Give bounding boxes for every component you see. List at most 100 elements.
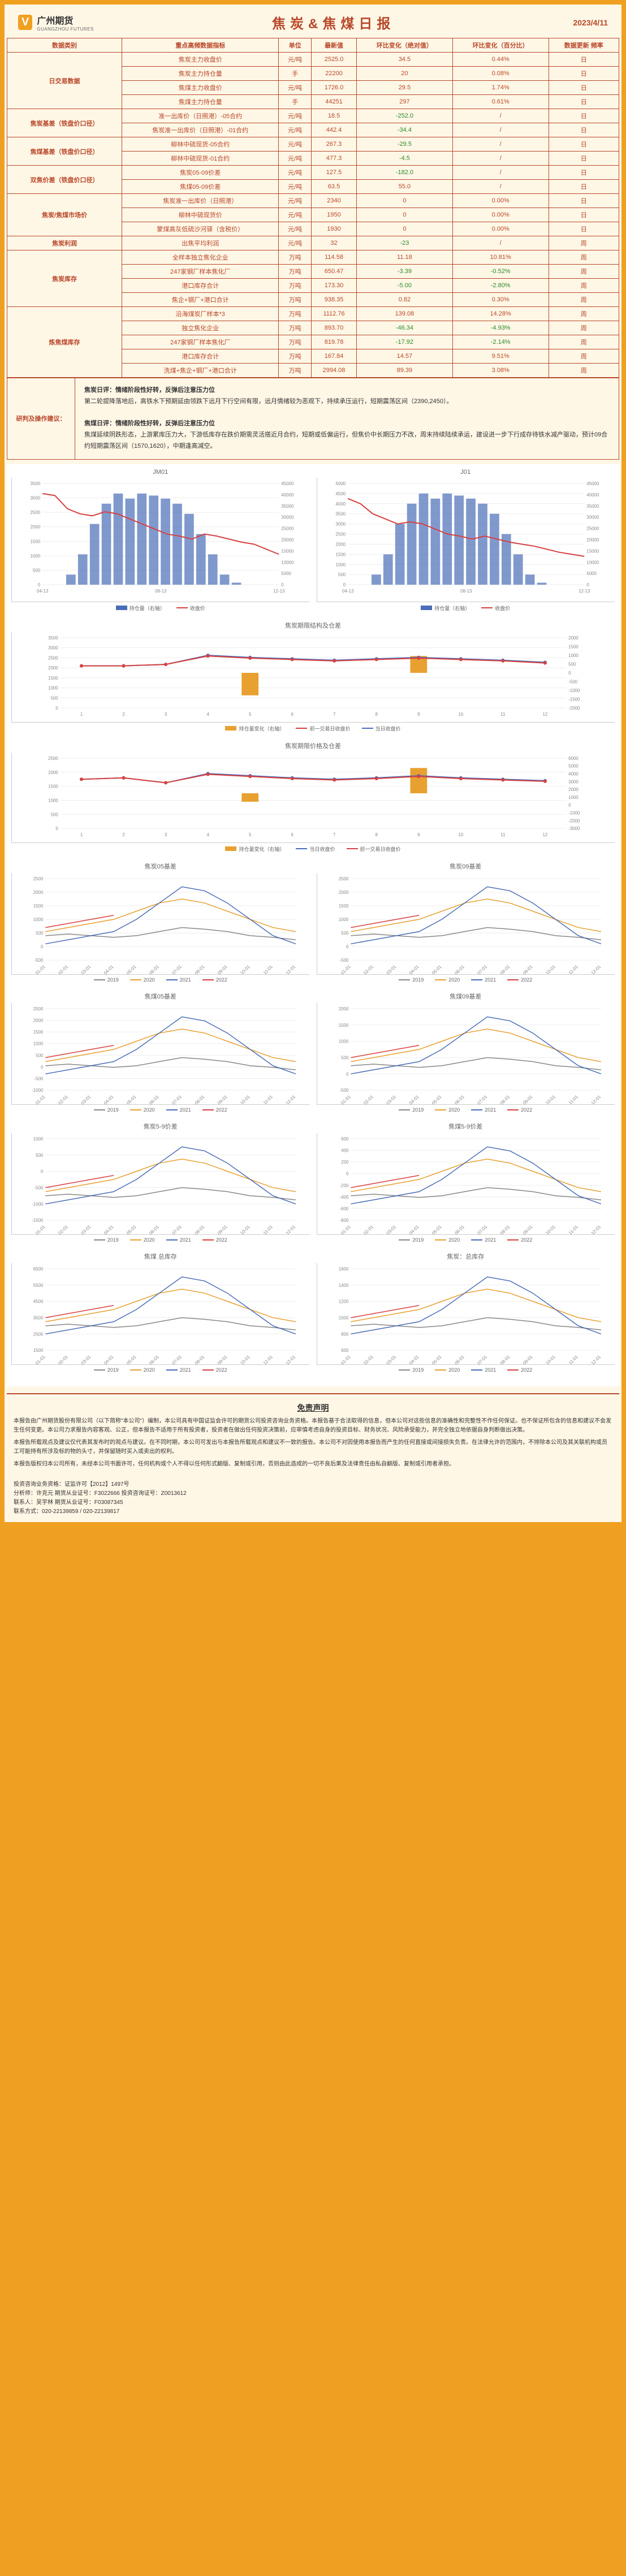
svg-text:9: 9 <box>417 712 420 717</box>
cell: 元/吨 <box>279 166 312 180</box>
svg-text:1000: 1000 <box>338 1315 348 1320</box>
svg-text:1400: 1400 <box>338 1283 348 1288</box>
cell: 22200 <box>312 67 357 81</box>
cell: 周 <box>549 236 619 250</box>
svg-text:10-01: 10-01 <box>239 1224 251 1234</box>
svg-text:15000: 15000 <box>586 548 599 554</box>
cell: 万吨 <box>279 335 312 349</box>
cell: 297 <box>357 95 453 109</box>
svg-text:02-01: 02-01 <box>57 1354 69 1364</box>
cell: 元/吨 <box>279 180 312 194</box>
cell: 周 <box>549 307 619 321</box>
svg-text:11-01: 11-01 <box>262 1093 274 1104</box>
svg-text:-500: -500 <box>339 1088 348 1093</box>
svg-text:04-13: 04-13 <box>342 589 354 594</box>
svg-text:3: 3 <box>165 712 167 717</box>
logo: V 广州期货 GUANGZHOU FUTURES <box>18 13 94 32</box>
cell: -23 <box>357 236 453 250</box>
cell: 柳林中硫现货-01合约 <box>122 152 279 166</box>
svg-text:40000: 40000 <box>586 492 599 498</box>
svg-text:200: 200 <box>341 1160 349 1165</box>
cell: 127.5 <box>312 166 357 180</box>
cell: 元/吨 <box>279 236 312 250</box>
svg-text:0: 0 <box>346 944 348 949</box>
svg-text:-500: -500 <box>34 958 44 963</box>
svg-text:5000: 5000 <box>335 481 346 486</box>
svg-text:2: 2 <box>122 832 125 837</box>
svg-text:1000: 1000 <box>48 798 58 803</box>
svg-text:01-01: 01-01 <box>34 963 46 974</box>
group-label: 焦炭利润 <box>7 236 122 250</box>
cell: 元/吨 <box>279 194 312 208</box>
svg-text:04-01: 04-01 <box>408 1354 420 1364</box>
svg-text:1200: 1200 <box>338 1299 348 1304</box>
svg-text:12-01: 12-01 <box>285 1354 297 1364</box>
svg-text:02-01: 02-01 <box>362 1093 374 1104</box>
svg-text:3500: 3500 <box>48 636 58 641</box>
cell: 44251 <box>312 95 357 109</box>
cell: 日 <box>549 95 619 109</box>
svg-text:5000: 5000 <box>281 571 291 576</box>
svg-text:3000: 3000 <box>568 779 578 784</box>
cell: 焦炭05-09价差 <box>122 166 279 180</box>
svg-text:10-01: 10-01 <box>239 1354 251 1364</box>
svg-text:-400: -400 <box>339 1195 348 1200</box>
svg-text:04-01: 04-01 <box>408 963 420 974</box>
cell: -182.0 <box>357 166 453 180</box>
cell: 1112.76 <box>312 307 357 321</box>
report-date: 2023/4/11 <box>573 18 608 27</box>
cell: 周 <box>549 349 619 364</box>
report-title: 焦炭&焦煤日报 <box>94 12 573 32</box>
cell: 全样本独立焦化企业 <box>122 250 279 265</box>
svg-text:25000: 25000 <box>281 526 294 531</box>
cell: / <box>452 123 549 137</box>
svg-text:05-01: 05-01 <box>126 1354 137 1364</box>
svg-text:04-01: 04-01 <box>103 1354 115 1364</box>
svg-text:1500: 1500 <box>335 552 346 557</box>
svg-text:3500: 3500 <box>31 481 41 486</box>
basis-chart: 焦炭09基差-5000500100015002000250001-0102-01… <box>317 862 615 983</box>
svg-text:09-01: 09-01 <box>217 1354 228 1364</box>
svg-text:500: 500 <box>33 568 41 573</box>
cell: 焦炭准一出库价（日照港）-01合约 <box>122 123 279 137</box>
group-label: 双焦价差（铁盘价口径） <box>7 166 122 194</box>
table-row: 炼焦煤库存沿海煤炭厂样本*3万吨1112.76139.0814.28%周 <box>7 307 619 321</box>
cell: 477.3 <box>312 152 357 166</box>
table-row: 焦炭利润出焦平均利润元/吨32-23/周 <box>7 236 619 250</box>
basis-chart: 焦煤5-9价差-800-600-400-200020040060001-0102… <box>317 1122 615 1243</box>
svg-text:1500: 1500 <box>568 644 578 649</box>
svg-text:0: 0 <box>41 1065 44 1070</box>
data-table: 数据类别重点高频数据指标单位最新值环比变化（绝对值）环比变化（百分比）数据更新 … <box>7 38 619 378</box>
svg-text:05-01: 05-01 <box>430 1354 442 1364</box>
cell: 日 <box>549 222 619 236</box>
svg-text:02-01: 02-01 <box>362 963 374 974</box>
cell: 焦企+钢厂+港口合计 <box>122 293 279 307</box>
svg-text:-1500: -1500 <box>32 1218 44 1223</box>
svg-text:-500: -500 <box>339 958 348 963</box>
svg-text:500: 500 <box>341 1055 349 1060</box>
cell: -29.5 <box>357 137 453 152</box>
svg-text:8: 8 <box>375 832 378 837</box>
svg-text:12-01: 12-01 <box>590 1354 602 1364</box>
svg-text:500: 500 <box>341 931 349 936</box>
cell: -46.34 <box>357 321 453 335</box>
svg-text:04-01: 04-01 <box>103 1224 115 1234</box>
svg-text:09-01: 09-01 <box>217 1093 228 1104</box>
svg-text:04-01: 04-01 <box>103 963 115 974</box>
svg-text:03-01: 03-01 <box>80 1354 92 1364</box>
cell: 元/吨 <box>279 152 312 166</box>
cell: 10.81% <box>452 250 549 265</box>
svg-text:5: 5 <box>249 712 252 717</box>
svg-text:600: 600 <box>341 1348 349 1353</box>
basis-chart: 焦炭5-9价差-1500-1000-5000500100001-0102-010… <box>11 1122 310 1243</box>
cell: 万吨 <box>279 265 312 279</box>
svg-text:4: 4 <box>206 832 209 837</box>
svg-text:12-13: 12-13 <box>273 589 285 594</box>
analysis-block: 研判及操作建议： 焦炭日评：情绪阶段性好转，反弹后注意压力位 第二轮提降落地后，… <box>7 378 619 460</box>
logo-icon: V <box>18 15 32 30</box>
svg-text:11-01: 11-01 <box>567 1224 579 1234</box>
svg-text:4500: 4500 <box>335 491 346 496</box>
svg-text:02-01: 02-01 <box>57 963 69 974</box>
cell: 周 <box>549 250 619 265</box>
cell: 0 <box>357 222 453 236</box>
